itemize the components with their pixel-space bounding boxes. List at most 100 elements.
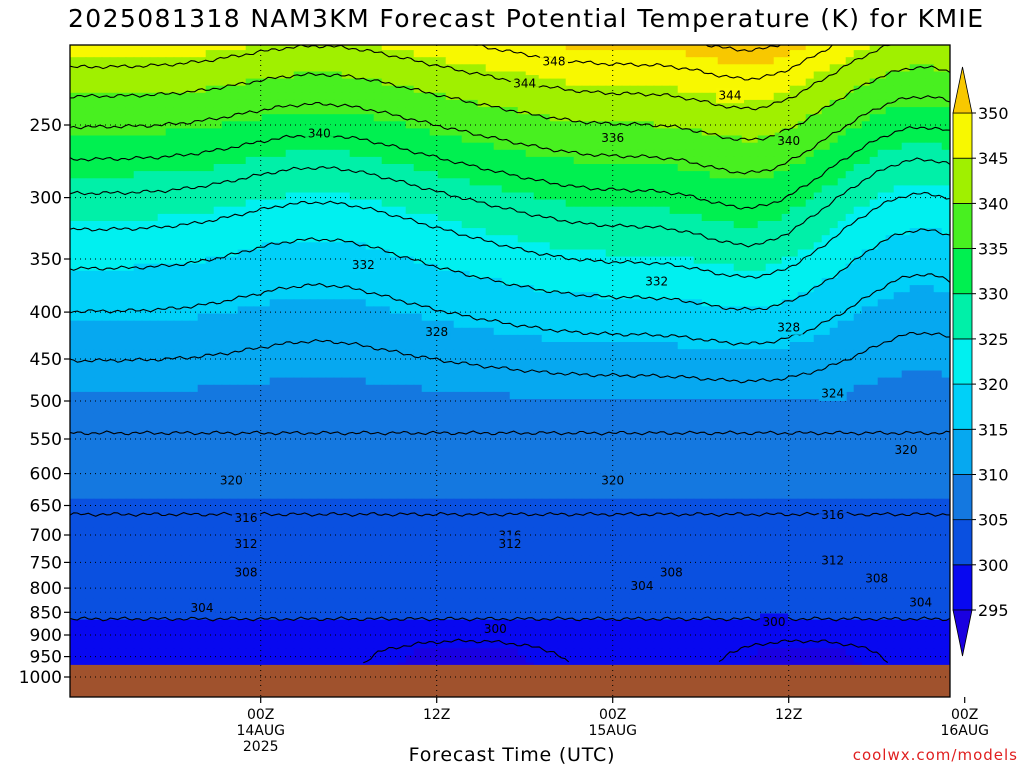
heat-cell bbox=[797, 306, 807, 315]
heat-cell bbox=[829, 256, 839, 265]
heat-cell bbox=[213, 128, 223, 137]
heat-cell bbox=[133, 249, 143, 258]
heat-cell bbox=[669, 185, 679, 194]
heat-cell bbox=[637, 228, 647, 236]
heat-cell bbox=[189, 334, 199, 343]
heat-cell bbox=[429, 57, 439, 65]
heat-cell bbox=[77, 192, 87, 201]
heat-cell bbox=[693, 228, 703, 236]
heat-cell bbox=[869, 99, 879, 108]
heat-cell bbox=[117, 285, 127, 293]
heat-cell bbox=[349, 299, 359, 307]
heat-cell bbox=[325, 142, 335, 151]
heat-cell bbox=[549, 199, 559, 208]
heat-cell bbox=[885, 249, 895, 258]
heat-cell bbox=[861, 164, 871, 172]
heat-cell bbox=[597, 228, 607, 236]
heat-cell bbox=[613, 85, 623, 94]
heat-cell bbox=[285, 306, 295, 315]
heat-cell bbox=[133, 299, 143, 307]
heat-cell bbox=[501, 270, 511, 279]
heat-cell bbox=[853, 121, 863, 129]
heat-cell bbox=[141, 270, 151, 279]
heat-cell bbox=[629, 192, 639, 201]
heat-cell bbox=[501, 285, 511, 293]
heat-cell bbox=[453, 57, 463, 65]
heat-cell bbox=[685, 242, 695, 250]
heat-cell bbox=[573, 199, 583, 208]
heat-cell bbox=[885, 128, 895, 137]
heat-cell bbox=[437, 50, 447, 58]
heat-cell bbox=[157, 50, 167, 58]
heat-cell bbox=[717, 156, 727, 165]
heat-cell bbox=[573, 45, 583, 51]
heat-cell bbox=[229, 206, 239, 215]
heat-cell bbox=[661, 142, 671, 151]
heat-cell bbox=[749, 342, 759, 350]
heat-cell bbox=[269, 128, 279, 137]
heat-cell bbox=[341, 285, 351, 293]
heat-cell bbox=[757, 263, 767, 272]
heat-cell bbox=[325, 149, 335, 158]
heat-cell bbox=[365, 299, 375, 307]
heat-cell bbox=[205, 228, 215, 236]
heat-cell bbox=[125, 292, 135, 300]
heat-cell bbox=[541, 270, 551, 279]
heat-cell bbox=[749, 235, 759, 243]
heat-cell bbox=[237, 320, 247, 329]
heat-cell bbox=[349, 185, 359, 194]
heat-cell bbox=[429, 285, 439, 293]
heat-cell bbox=[133, 142, 143, 151]
heat-cell bbox=[93, 235, 103, 243]
heat-cell bbox=[741, 192, 751, 201]
heat-cell bbox=[453, 121, 463, 129]
heat-cell bbox=[277, 57, 287, 65]
heat-cell bbox=[493, 99, 503, 108]
heat-cell bbox=[861, 171, 871, 179]
heat-cell bbox=[749, 99, 759, 108]
heat-cell bbox=[293, 64, 303, 72]
heat-cell bbox=[877, 334, 887, 343]
heat-cell bbox=[869, 313, 879, 322]
heat-cell bbox=[701, 221, 711, 229]
heat-cell bbox=[301, 213, 311, 222]
heat-cell bbox=[277, 356, 287, 364]
heat-cell bbox=[253, 185, 263, 194]
heat-cell bbox=[821, 263, 831, 272]
heat-cell bbox=[413, 306, 423, 315]
heat-cell bbox=[525, 64, 535, 72]
heat-cell bbox=[253, 249, 263, 258]
heat-cell bbox=[149, 299, 159, 307]
heat-cell bbox=[125, 128, 135, 137]
heat-cell bbox=[485, 277, 495, 286]
heat-cell bbox=[189, 121, 199, 129]
heat-cell bbox=[853, 107, 863, 115]
heat-cell bbox=[909, 313, 919, 322]
heat-cell bbox=[925, 99, 935, 108]
heat-cell bbox=[829, 228, 839, 236]
heat-cell bbox=[278, 36, 287, 44]
heat-cell bbox=[941, 313, 950, 322]
heat-cell bbox=[437, 342, 447, 350]
heat-cell bbox=[669, 342, 679, 350]
heat-cell bbox=[741, 128, 751, 137]
heat-cell bbox=[469, 285, 479, 293]
heat-cell bbox=[661, 213, 671, 222]
heat-cell bbox=[629, 277, 639, 286]
heat-cell bbox=[221, 206, 231, 215]
heat-cell bbox=[701, 57, 711, 65]
heat-cell bbox=[877, 149, 887, 158]
heat-cell bbox=[725, 277, 735, 286]
heat-cell bbox=[517, 92, 527, 101]
heat-cell bbox=[349, 306, 359, 315]
heat-cell bbox=[789, 313, 799, 322]
heat-cell bbox=[741, 107, 751, 115]
heat-cell bbox=[213, 114, 223, 122]
heat-cell bbox=[293, 263, 303, 272]
heat-cell bbox=[933, 242, 943, 250]
heat-cell bbox=[197, 156, 207, 165]
heat-cell bbox=[365, 185, 375, 194]
heat-cell bbox=[125, 334, 135, 343]
heat-cell bbox=[381, 327, 391, 336]
